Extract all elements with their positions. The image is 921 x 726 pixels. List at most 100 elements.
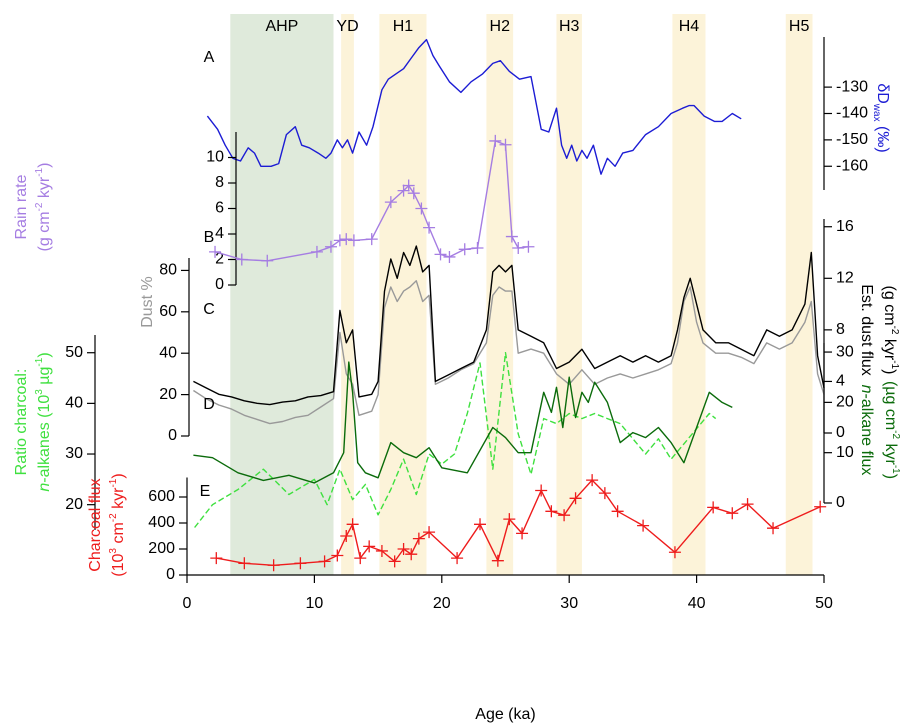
interval-band bbox=[785, 14, 813, 575]
data-point bbox=[375, 544, 388, 557]
label-part: -1 bbox=[890, 465, 901, 474]
label-part: -2 bbox=[34, 202, 45, 211]
tick-label: 60 bbox=[159, 303, 177, 320]
label-part: -1 bbox=[889, 360, 900, 369]
tick-label: 50 bbox=[65, 344, 83, 361]
interval-label: H4 bbox=[679, 18, 700, 35]
data-point bbox=[340, 233, 353, 246]
data-point bbox=[668, 546, 681, 559]
x-tick-label: 30 bbox=[560, 595, 578, 612]
tick-label: 200 bbox=[148, 540, 175, 557]
label-part: -1 bbox=[34, 167, 45, 176]
data-point bbox=[412, 532, 425, 545]
tick-label: 30 bbox=[65, 445, 83, 462]
interval-label: H3 bbox=[559, 18, 580, 35]
label-part: -alkane flux bbox=[858, 394, 875, 476]
interval-band bbox=[341, 14, 354, 575]
data-point bbox=[471, 242, 484, 255]
tick-label: 20 bbox=[836, 394, 854, 411]
data-point bbox=[586, 474, 599, 487]
label-part: Dust % bbox=[139, 276, 156, 328]
series-line bbox=[206, 38, 742, 175]
label-part: (µg cm bbox=[882, 381, 899, 430]
data-point bbox=[503, 513, 516, 526]
data-point bbox=[210, 552, 223, 565]
data-point bbox=[347, 234, 360, 247]
data-point bbox=[522, 240, 535, 253]
data-point bbox=[505, 230, 518, 243]
data-point bbox=[741, 498, 754, 511]
tick-label: 8 bbox=[215, 174, 224, 191]
tick-label: 0 bbox=[215, 276, 224, 293]
label-part: Est. dust flux bbox=[858, 284, 875, 376]
data-point bbox=[294, 557, 307, 570]
label-part: (g cm bbox=[36, 211, 53, 251]
tick-label: 12 bbox=[836, 270, 854, 287]
interval-band bbox=[379, 14, 427, 575]
x-tick-label: 0 bbox=[183, 595, 192, 612]
x-axis-label: Age (ka) bbox=[475, 706, 535, 723]
label-part: (10 bbox=[110, 553, 127, 576]
tick-label: 30 bbox=[836, 343, 854, 360]
data-point bbox=[535, 484, 548, 497]
tick-label: 600 bbox=[148, 488, 175, 505]
label-part: Ratio charcoal: bbox=[13, 369, 30, 476]
label-part: 3 bbox=[34, 389, 45, 395]
x-tick-label: 50 bbox=[815, 595, 833, 612]
y-axis-label: Ratio charcoal: bbox=[13, 369, 30, 476]
data-point bbox=[499, 138, 512, 151]
label-part: -1 bbox=[34, 357, 45, 366]
panel-label: B bbox=[204, 229, 215, 246]
data-point bbox=[491, 554, 504, 567]
label-part: (‰) bbox=[874, 122, 891, 153]
label-part: kyr bbox=[882, 439, 899, 465]
series-line bbox=[193, 280, 825, 425]
label-part: -alkanes (10 bbox=[36, 395, 53, 483]
data-point bbox=[423, 526, 436, 539]
y-axis-label: (g cm-2 kyr-1) bbox=[34, 163, 53, 252]
data-point bbox=[333, 234, 346, 247]
tick-label: 6 bbox=[215, 200, 224, 217]
data-point bbox=[384, 196, 397, 209]
tick-label: 4 bbox=[836, 373, 845, 390]
tick-label: 4 bbox=[215, 225, 224, 242]
interval-label: YD bbox=[336, 18, 358, 35]
bands: AHP YD H1 H2 H3 H4 H5 bbox=[230, 14, 813, 575]
data-point bbox=[405, 548, 418, 561]
label-part: cm bbox=[110, 522, 127, 548]
interval-label: H1 bbox=[393, 18, 414, 35]
data-point bbox=[569, 492, 582, 505]
data-point bbox=[451, 552, 464, 565]
data-point bbox=[611, 505, 624, 518]
tick-label: 0 bbox=[836, 494, 845, 511]
panel-label: C bbox=[203, 301, 215, 318]
interval-label: AHP bbox=[265, 18, 298, 35]
label-part: kyr bbox=[110, 487, 127, 513]
data-point bbox=[637, 519, 650, 532]
data-point bbox=[598, 487, 611, 500]
tick-label: 2 bbox=[215, 251, 224, 268]
data-point bbox=[814, 500, 827, 513]
tick-label: 20 bbox=[159, 386, 177, 403]
data-point bbox=[443, 250, 456, 263]
data-point bbox=[235, 253, 248, 266]
data-point bbox=[388, 555, 401, 568]
label-part: wax bbox=[871, 103, 882, 122]
x-tick-label: 10 bbox=[306, 595, 324, 612]
interval-band bbox=[672, 14, 706, 575]
x-tick-label: 40 bbox=[688, 595, 706, 612]
label-part: -2 bbox=[889, 326, 900, 335]
panel-label: E bbox=[200, 483, 211, 500]
y2-axis-label: n-alkane flux bbox=[858, 385, 875, 476]
series-line bbox=[193, 361, 733, 484]
label-part: -2 bbox=[108, 513, 119, 522]
label-part: Charcoal flux bbox=[87, 478, 104, 571]
data-point bbox=[489, 134, 502, 147]
series-line bbox=[194, 352, 717, 528]
interval-band bbox=[230, 14, 334, 575]
data-point bbox=[415, 202, 428, 215]
tick-label: 80 bbox=[159, 262, 177, 279]
data-point bbox=[545, 505, 558, 518]
